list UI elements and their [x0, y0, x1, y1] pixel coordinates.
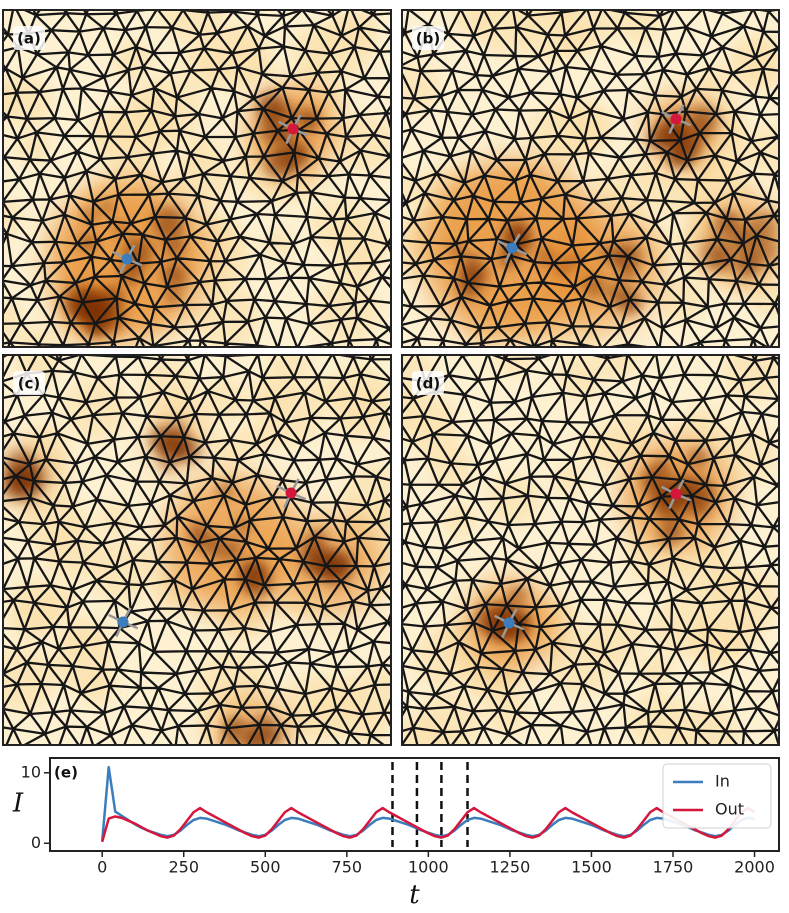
light-patch: [63, 615, 107, 658]
series-line: [100, 806, 756, 843]
legend-box: [662, 763, 772, 829]
plot-frame: [49, 757, 780, 852]
legend-label: In: [715, 772, 730, 791]
panel-label-bg: [412, 371, 444, 395]
panel-label-bg: [13, 371, 45, 395]
light-patch: [402, 62, 442, 114]
light-patch: [3, 299, 24, 342]
light-patch: [673, 703, 739, 745]
activity-core: [466, 253, 479, 266]
hub-node: [503, 617, 515, 629]
light-patch: [604, 411, 654, 461]
activity-core: [165, 290, 181, 305]
panel-frame: [401, 354, 780, 746]
legend-label: Out: [715, 800, 744, 819]
light-patch: [750, 278, 779, 317]
x-tick-label: 750: [332, 858, 363, 877]
x-tick-label: 1500: [571, 858, 612, 877]
y-tick-label: 10: [21, 762, 41, 781]
panel-label-bg: [412, 26, 444, 50]
x-tick-label: 1000: [408, 858, 449, 877]
x-tick-label: 1750: [653, 858, 694, 877]
hub-node: [670, 113, 682, 125]
mesh: [402, 355, 779, 745]
activity-core: [750, 236, 779, 266]
panel-label: (d): [416, 375, 440, 393]
light-patch: [722, 355, 779, 403]
activity-core: [510, 586, 527, 603]
activity-core: [164, 235, 186, 257]
x-tick-label: 1250: [490, 858, 531, 877]
hub-node: [506, 242, 518, 254]
mesh: [3, 10, 391, 347]
light-patch: [3, 644, 55, 713]
y-tick-label: 0: [31, 833, 41, 852]
panel-label: (c): [18, 375, 41, 393]
network-panel: [402, 355, 779, 745]
x-tick-label: 2000: [734, 858, 775, 877]
activity-core: [700, 237, 733, 270]
activity-core: [221, 739, 240, 745]
x-tick-label: 500: [250, 858, 281, 877]
network-panel: [3, 355, 391, 745]
panel-label: (a): [17, 30, 41, 48]
light-patch: [628, 691, 688, 745]
x-axis-label: t: [409, 880, 420, 910]
network-panel: [402, 10, 779, 347]
panel-label: (e): [54, 764, 78, 782]
panel-label-bg: [52, 762, 82, 782]
light-patch: [726, 33, 779, 93]
hub-node: [670, 488, 682, 500]
x-tick-label: 250: [168, 858, 199, 877]
hub-node: [117, 616, 129, 628]
panel-frame: [401, 9, 780, 348]
panel-label-bg: [13, 26, 45, 50]
y-axis-label: I: [12, 789, 24, 819]
mesh: [3, 355, 391, 745]
activity-core: [650, 458, 672, 480]
panel-label: (b): [416, 30, 440, 48]
light-patch: [486, 472, 541, 527]
mesh: [402, 10, 779, 347]
hub-node: [285, 487, 297, 499]
hub-node: [287, 123, 299, 135]
x-tick-label: 0: [97, 858, 107, 877]
panel-frame: [2, 354, 392, 746]
light-patch: [41, 520, 102, 580]
network-panel: [3, 10, 391, 347]
panel-frame: [2, 9, 392, 348]
hub-node: [121, 253, 133, 265]
light-patch: [282, 672, 351, 741]
